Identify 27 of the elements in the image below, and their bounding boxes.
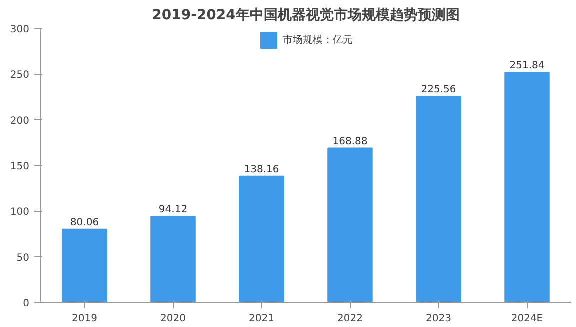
y-tick-label: 50 bbox=[16, 252, 30, 264]
bar bbox=[62, 228, 108, 302]
bar bbox=[504, 72, 550, 302]
bar bbox=[328, 148, 373, 302]
data-label: 94.12 bbox=[158, 204, 188, 216]
data-label: 225.56 bbox=[421, 84, 456, 96]
y-tick-label: 250 bbox=[10, 70, 30, 82]
x-tick-label: 2023 bbox=[426, 314, 452, 324]
x-tick-label: 2020 bbox=[160, 314, 186, 324]
bar bbox=[150, 216, 196, 302]
chart-title: 2019-2024年中国机器视觉市场规模趋势预测图 bbox=[152, 6, 460, 24]
bar bbox=[239, 176, 284, 302]
x-tick-label: 2019 bbox=[72, 314, 98, 324]
y-tick-label: 0 bbox=[23, 298, 30, 310]
y-tick-label: 100 bbox=[10, 207, 30, 218]
data-label: 168.88 bbox=[332, 136, 368, 148]
data-label: 251.84 bbox=[510, 60, 545, 72]
data-label: 80.06 bbox=[70, 217, 100, 228]
x-tick-label: 2024E bbox=[511, 314, 544, 324]
bar bbox=[416, 96, 462, 302]
y-tick-label: 150 bbox=[10, 162, 30, 172]
x-tick-label: 2022 bbox=[338, 314, 363, 324]
y-tick-label: 300 bbox=[10, 24, 30, 36]
x-tick-label: 2021 bbox=[249, 314, 274, 324]
y-tick-label: 200 bbox=[10, 116, 30, 127]
legend-label: 市场规模：亿元 bbox=[283, 34, 353, 47]
data-label: 138.16 bbox=[244, 164, 280, 176]
